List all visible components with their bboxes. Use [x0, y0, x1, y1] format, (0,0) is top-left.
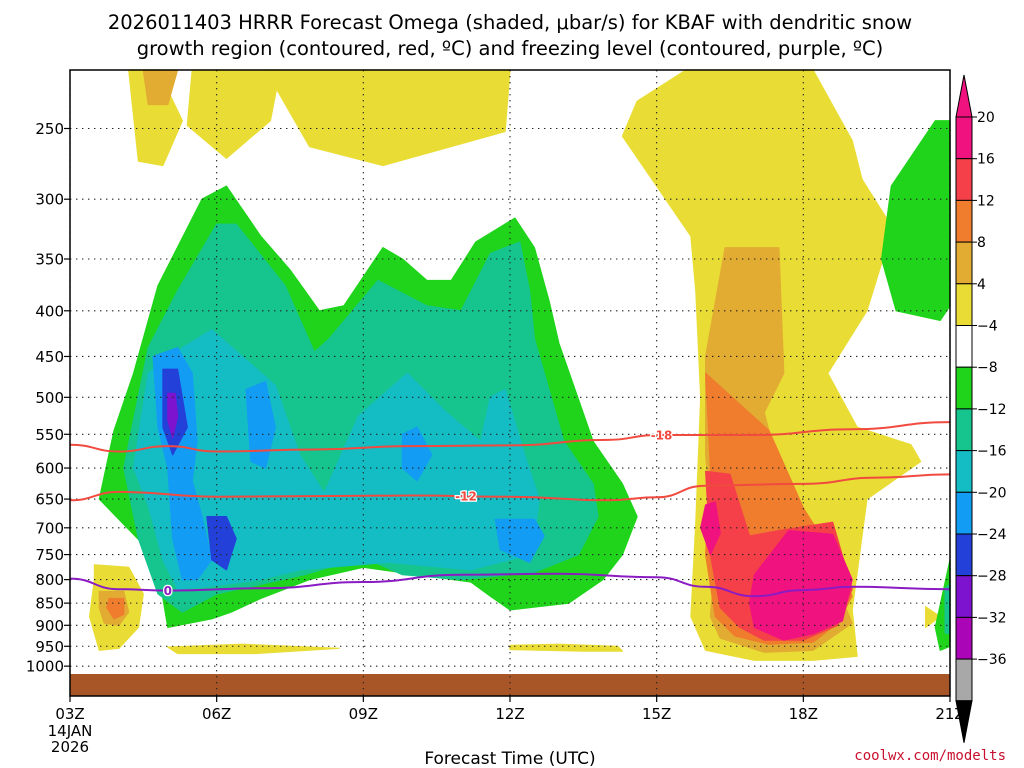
x-axis-title: Forecast Time (UTC) [424, 749, 595, 768]
pressure-axis: 250 300 350 400 450 500 550 600 650 700 750 800 850 9… [26, 120, 70, 676]
omega-region-neg16-1 [245, 380, 276, 469]
colorbar-swatch-12 [955, 616, 973, 660]
colorbar-swatch-0 [955, 116, 973, 160]
y-tick-label-350: 350 [35, 250, 64, 268]
omega-region-pos4-8 [924, 606, 941, 629]
omega-shading [88, 69, 951, 661]
y-tick-label-850: 850 [35, 595, 64, 613]
y-tick-label-250: 250 [35, 120, 64, 138]
colorbar-label-6: −8 [977, 360, 998, 376]
omega-region-neg4-1 [880, 120, 951, 321]
y-tick-label-600: 600 [35, 460, 64, 478]
colorbar-swatch-4 [955, 283, 973, 326]
x-tick-label-12Z: 12Z [495, 705, 524, 723]
colorbar-label-13: −36 [977, 652, 1007, 668]
colorbar-swatch-10 [955, 533, 973, 577]
y-tick-label-500: 500 [35, 389, 64, 407]
x-tick-label-06Z: 06Z [202, 705, 231, 723]
colorbar-swatch-7 [955, 408, 973, 452]
colorbar-overflow-top [955, 74, 973, 118]
y-tick-label-900: 900 [35, 617, 64, 635]
contour-line--18 [69, 421, 951, 453]
credit-link[interactable]: coolwx.com/modelts [854, 748, 1006, 764]
colorbar-label-5: −4 [977, 319, 998, 335]
omega-region-pos4-1 [186, 69, 281, 159]
y-tick-label-800: 800 [35, 571, 64, 589]
y-tick-label-1000: 1000 [26, 658, 64, 676]
omega-region-pos12-1 [106, 597, 125, 620]
colorbar-label-0: 20 [977, 110, 995, 126]
colorbar: 20 16 12 8 4 −4 −8 −12 −16 −20 −24 −28 −32 −36 [955, 74, 1007, 743]
colorbar-swatch-13 [955, 658, 973, 702]
contour-line-0 [69, 572, 951, 598]
colorbar-swatch-11 [955, 575, 973, 618]
colorbar-label-10: −24 [977, 527, 1007, 543]
y-tick-label-450: 450 [35, 348, 64, 366]
colorbar-label-12: −32 [977, 610, 1007, 626]
x-tick-label-18Z: 18Z [789, 705, 818, 723]
colorbar-swatch-8 [955, 450, 973, 493]
colorbar-label-11: −28 [977, 569, 1007, 585]
colorbar-swatch-9 [955, 491, 973, 535]
colorbar-swatch-6 [955, 366, 973, 410]
y-tick-label-650: 650 [35, 491, 64, 509]
omega-region-neg24-0 [167, 392, 179, 439]
x-tick-label-15Z: 15Z [642, 705, 671, 723]
contour-label--12: -12 [455, 490, 477, 504]
chart-title-line-2: growth region (contoured, red, ºC) and f… [137, 37, 884, 60]
omega-region-pos20-1 [748, 529, 853, 641]
x-tick-sublabel-0: 14JAN [48, 722, 93, 740]
colorbar-overflow-bottom [955, 700, 973, 743]
ground-surface [70, 674, 950, 696]
colorbar-swatch-2 [955, 199, 973, 243]
colorbar-label-3: 8 [977, 235, 986, 251]
colorbar-label-7: −12 [977, 402, 1007, 418]
y-tick-label-700: 700 [35, 519, 64, 537]
x-tick-label-03Z: 03Z [55, 705, 84, 723]
colorbar-label-1: 16 [977, 152, 995, 168]
omega-region-neg20-1 [206, 515, 237, 571]
y-tick-label-400: 400 [35, 302, 64, 320]
colorbar-label-9: −20 [977, 485, 1007, 501]
y-tick-label-750: 750 [35, 546, 64, 564]
contour-label-0: 0 [164, 584, 172, 598]
omega-region-pos4-2 [265, 69, 511, 167]
temperature-contours: -18 -12 0 [69, 421, 951, 599]
colorbar-label-4: 4 [977, 277, 986, 293]
omega-region-neg12-0 [133, 329, 540, 590]
x-tick-label-09Z: 09Z [349, 705, 378, 723]
y-tick-label-300: 300 [35, 191, 64, 209]
contour-label--18: -18 [651, 428, 673, 442]
x-tick-sublabel-1: 2026 [51, 738, 89, 756]
colorbar-swatch-5 [955, 325, 973, 368]
omega-region-pos4-6 [167, 643, 340, 655]
omega-region-pos4-7 [509, 643, 624, 652]
colorbar-swatch-3 [955, 241, 973, 285]
omega-region-pos20-0 [700, 501, 721, 556]
colorbar-label-2: 12 [977, 193, 995, 209]
colorbar-swatch-1 [955, 158, 973, 201]
chart-title-line-1: 2026011403 HRRR Forecast Omega (shaded, … [108, 11, 912, 34]
contour-line--12 [69, 473, 951, 502]
colorbar-label-8: −16 [977, 444, 1007, 460]
y-tick-label-550: 550 [35, 426, 64, 444]
y-tick-label-950: 950 [35, 638, 64, 656]
omega-region-neg16-3 [494, 518, 545, 563]
